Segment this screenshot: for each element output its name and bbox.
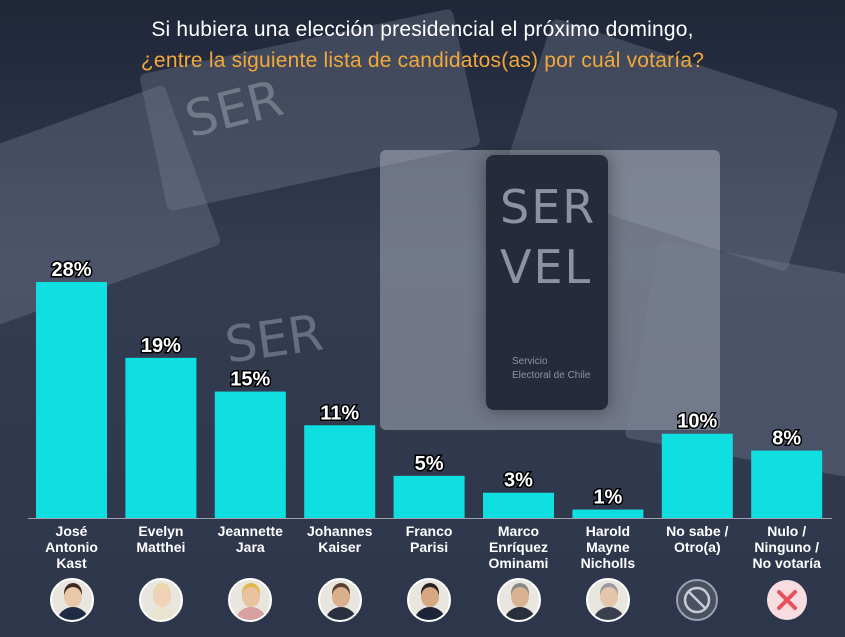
value-label-0: 28% [51,259,91,281]
avatar-body [324,607,357,620]
bar-0 [36,281,107,518]
value-label-8: 8% [772,428,801,450]
category-label-2: Jeannette Jara [218,523,284,555]
avatar-head [152,587,171,607]
bar-1 [125,357,197,518]
category-label-3: Johannes Kaiser [307,523,373,555]
avatar-head [242,587,261,607]
avatar-head [510,587,529,607]
category-label-6: Harold Mayne Nicholls [581,523,636,571]
bar-8 [751,450,823,518]
avatar-head [421,587,440,607]
value-label-4: 5% [415,453,444,475]
value-label-2: 15% [230,369,270,391]
category-label-8: Nulo / Ninguno / No votaría [752,523,821,571]
prohibited-icon [675,578,719,622]
category-label-7: No sabe / Otro(a) [666,523,728,555]
category-label-0: José Antonio Kast [45,523,98,571]
category-label-4: Franco Parisi [406,523,453,555]
bar-5 [483,492,554,518]
avatar-body [56,607,89,620]
title-line-2: ¿entre la siguiente lista de candidatos(… [140,49,705,72]
avatar-body [414,607,447,620]
value-label-6: 1% [593,487,622,509]
avatar [228,578,273,622]
bar-7 [661,433,733,518]
avatar-body [503,607,536,620]
avatar-body [145,607,178,620]
avatar [317,578,362,622]
category-label-1: Evelyn Matthei [136,523,185,555]
avatar [138,578,183,622]
value-label-3: 11% [320,402,359,424]
servel-caption: Servicio Electoral de Chile [512,356,591,381]
category-label-5: Marco Enríquez Ominami [489,523,549,571]
bar-6 [572,509,644,518]
value-label-7: 10% [677,411,717,433]
avatar [585,578,630,622]
avatar-head [331,587,350,607]
bar-3 [304,425,376,518]
bar-4 [393,475,465,518]
avatar-body [235,607,268,620]
value-label-1: 19% [141,335,181,357]
servel-logo: SER VEL [500,180,597,294]
avatar-head [63,587,82,607]
title-line-1: Si hubiera una elección presidencial el … [151,18,694,41]
avatar [49,578,94,622]
value-label-5: 3% [504,470,533,492]
avatar [407,578,452,622]
bar-2 [214,391,286,518]
avatar [496,578,541,622]
avatar-body [592,607,625,620]
avatar-head [599,587,618,607]
close-icon [765,578,809,622]
servel-card: SER VEL Servicio Electoral de Chile [486,155,608,410]
